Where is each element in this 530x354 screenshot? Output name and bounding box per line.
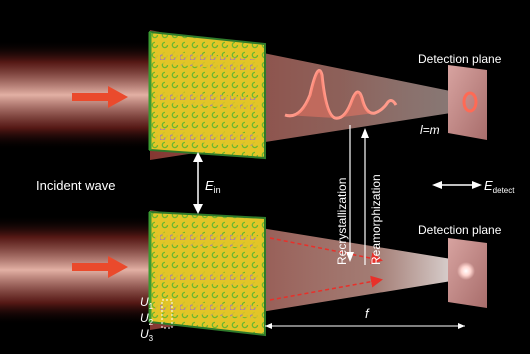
- metasurface-bottom: [148, 210, 266, 337]
- vortex-wavefront: [284, 69, 398, 120]
- focus-ray-bottom: [269, 275, 383, 301]
- focal-length-label: f: [365, 306, 370, 321]
- double-arrow-icon: [193, 152, 203, 214]
- focus-ray-top: [269, 237, 383, 265]
- double-arrow-icon: [432, 181, 482, 189]
- u3-label: U3: [140, 327, 154, 343]
- l-eq-m-label: l=m: [420, 123, 440, 137]
- unit-cell-box: [161, 299, 173, 329]
- u2-label: U2: [140, 311, 154, 327]
- detection-plane-bottom-label: Detection plane: [418, 223, 502, 237]
- recrystallization-label: Recrystallization: [335, 178, 349, 265]
- donut-ring-icon: [462, 91, 478, 113]
- phase-change-arrows: [346, 125, 369, 265]
- e-detect-label: Edetect: [484, 178, 515, 195]
- detection-plane-top: [448, 65, 487, 140]
- e-in-label: Ein: [205, 178, 221, 195]
- reamorphization-label: Reamorphization: [369, 174, 383, 265]
- metasurface-top: [148, 30, 266, 160]
- bright-spot-icon: [457, 262, 475, 280]
- u1-label: U1: [140, 295, 154, 311]
- detection-plane-top-label: Detection plane: [418, 52, 502, 66]
- detection-plane-bottom: [448, 238, 487, 308]
- red-right-arrow-icon: [72, 256, 128, 278]
- incident-wave-label: Incident wave: [36, 178, 116, 193]
- red-right-arrow-icon: [72, 86, 128, 108]
